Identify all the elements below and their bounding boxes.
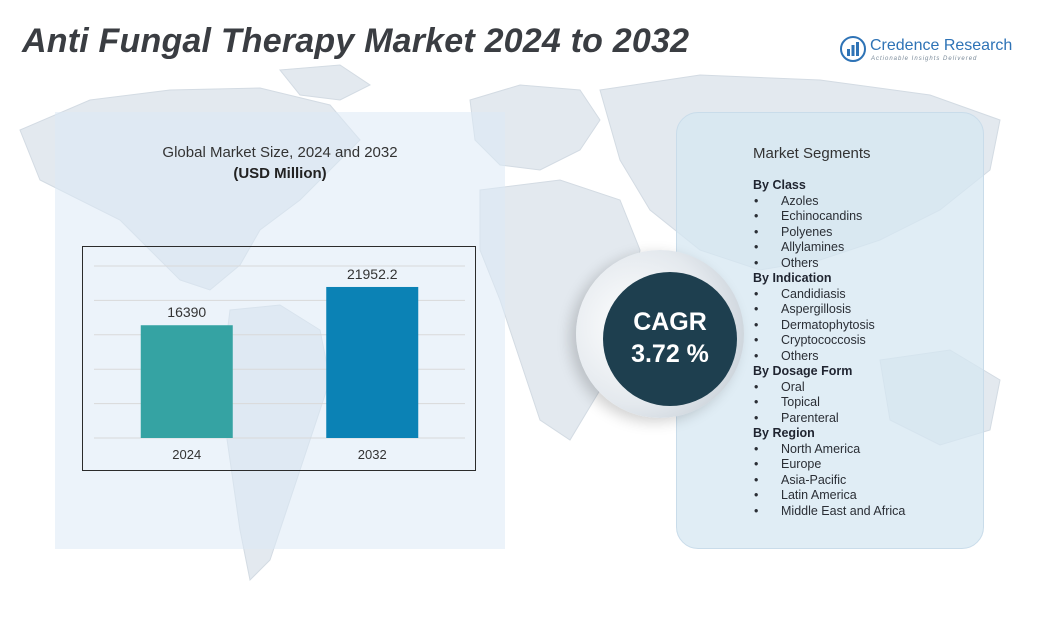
bar-chart: 16390 21952.2 2024 2032: [82, 246, 476, 471]
segment-item: North America: [753, 442, 983, 458]
segment-item: Azoles: [753, 194, 983, 210]
cagr-value: 3.72 %: [631, 340, 709, 368]
bar-2024: [140, 325, 233, 438]
value-labels: 16390 21952.2: [167, 266, 397, 320]
market-size-panel: Global Market Size, 2024 and 2032 (USD M…: [55, 112, 505, 549]
bar-chart-logo-icon: [840, 36, 866, 62]
segment-item: Asia-Pacific: [753, 473, 983, 489]
segment-item: Candidiasis: [753, 287, 983, 303]
chart-title: Global Market Size, 2024 and 2032: [162, 144, 398, 161]
category-label: 2024: [172, 447, 201, 462]
logo-name: Credence Research: [870, 37, 1013, 54]
category-label: 2032: [358, 447, 387, 462]
segment-group: By Region North AmericaEuropeAsia-Pacific…: [753, 426, 983, 519]
bars: [140, 286, 419, 438]
cagr-badge: CAGR 3.72 %: [603, 272, 737, 406]
segment-items: AzolesEchinocandinsPolyenesAllylaminesOt…: [753, 194, 983, 272]
segment-items: North AmericaEuropeAsia-PacificLatin Ame…: [753, 442, 983, 520]
segment-group: By Indication CandidiasisAspergillosisDer…: [753, 271, 983, 364]
segments-heading: Market Segments: [753, 145, 871, 162]
value-label: 16390: [167, 304, 206, 320]
chart-subtitle: (USD Million): [233, 165, 327, 182]
segment-item: Dermatophytosis: [753, 318, 983, 334]
plot-frame: [82, 246, 476, 471]
segment-item: Oral: [753, 380, 983, 396]
segments-list: By Class AzolesEchinocandinsPolyenesAllyl…: [753, 178, 983, 519]
segment-item: Echinocandins: [753, 209, 983, 225]
segment-item: Topical: [753, 395, 983, 411]
company-logo: Credence Research Actionable Insights De…: [840, 34, 1020, 68]
segment-group-title: By Class: [753, 178, 806, 192]
cagr-label: CAGR: [633, 308, 707, 336]
segment-item: Allylamines: [753, 240, 983, 256]
segment-group: By Class AzolesEchinocandinsPolyenesAllyl…: [753, 178, 983, 271]
value-label: 21952.2: [347, 266, 398, 282]
segment-group-title: By Region: [753, 426, 815, 440]
page-title: Anti Fungal Therapy Market 2024 to 2032: [22, 22, 690, 60]
segment-group-title: By Indication: [753, 271, 832, 285]
segment-item: Middle East and Africa: [753, 504, 983, 520]
segment-group: By Dosage Form OralTopicalParenteral: [753, 364, 983, 426]
category-labels: 2024 2032: [172, 447, 386, 462]
segment-item: Others: [753, 256, 983, 272]
segment-item: Polyenes: [753, 225, 983, 241]
segment-items: CandidiasisAspergillosisDermatophytosisC…: [753, 287, 983, 365]
segment-item: Parenteral: [753, 411, 983, 427]
bar-2032: [326, 286, 419, 438]
segment-item: Latin America: [753, 488, 983, 504]
segment-items: OralTopicalParenteral: [753, 380, 983, 427]
segment-item: Aspergillosis: [753, 302, 983, 318]
segment-item: Cryptococcosis: [753, 333, 983, 349]
logo-tagline: Actionable Insights Delivered: [871, 56, 978, 62]
segment-item: Others: [753, 349, 983, 365]
segment-item: Europe: [753, 457, 983, 473]
segment-group-title: By Dosage Form: [753, 364, 853, 378]
